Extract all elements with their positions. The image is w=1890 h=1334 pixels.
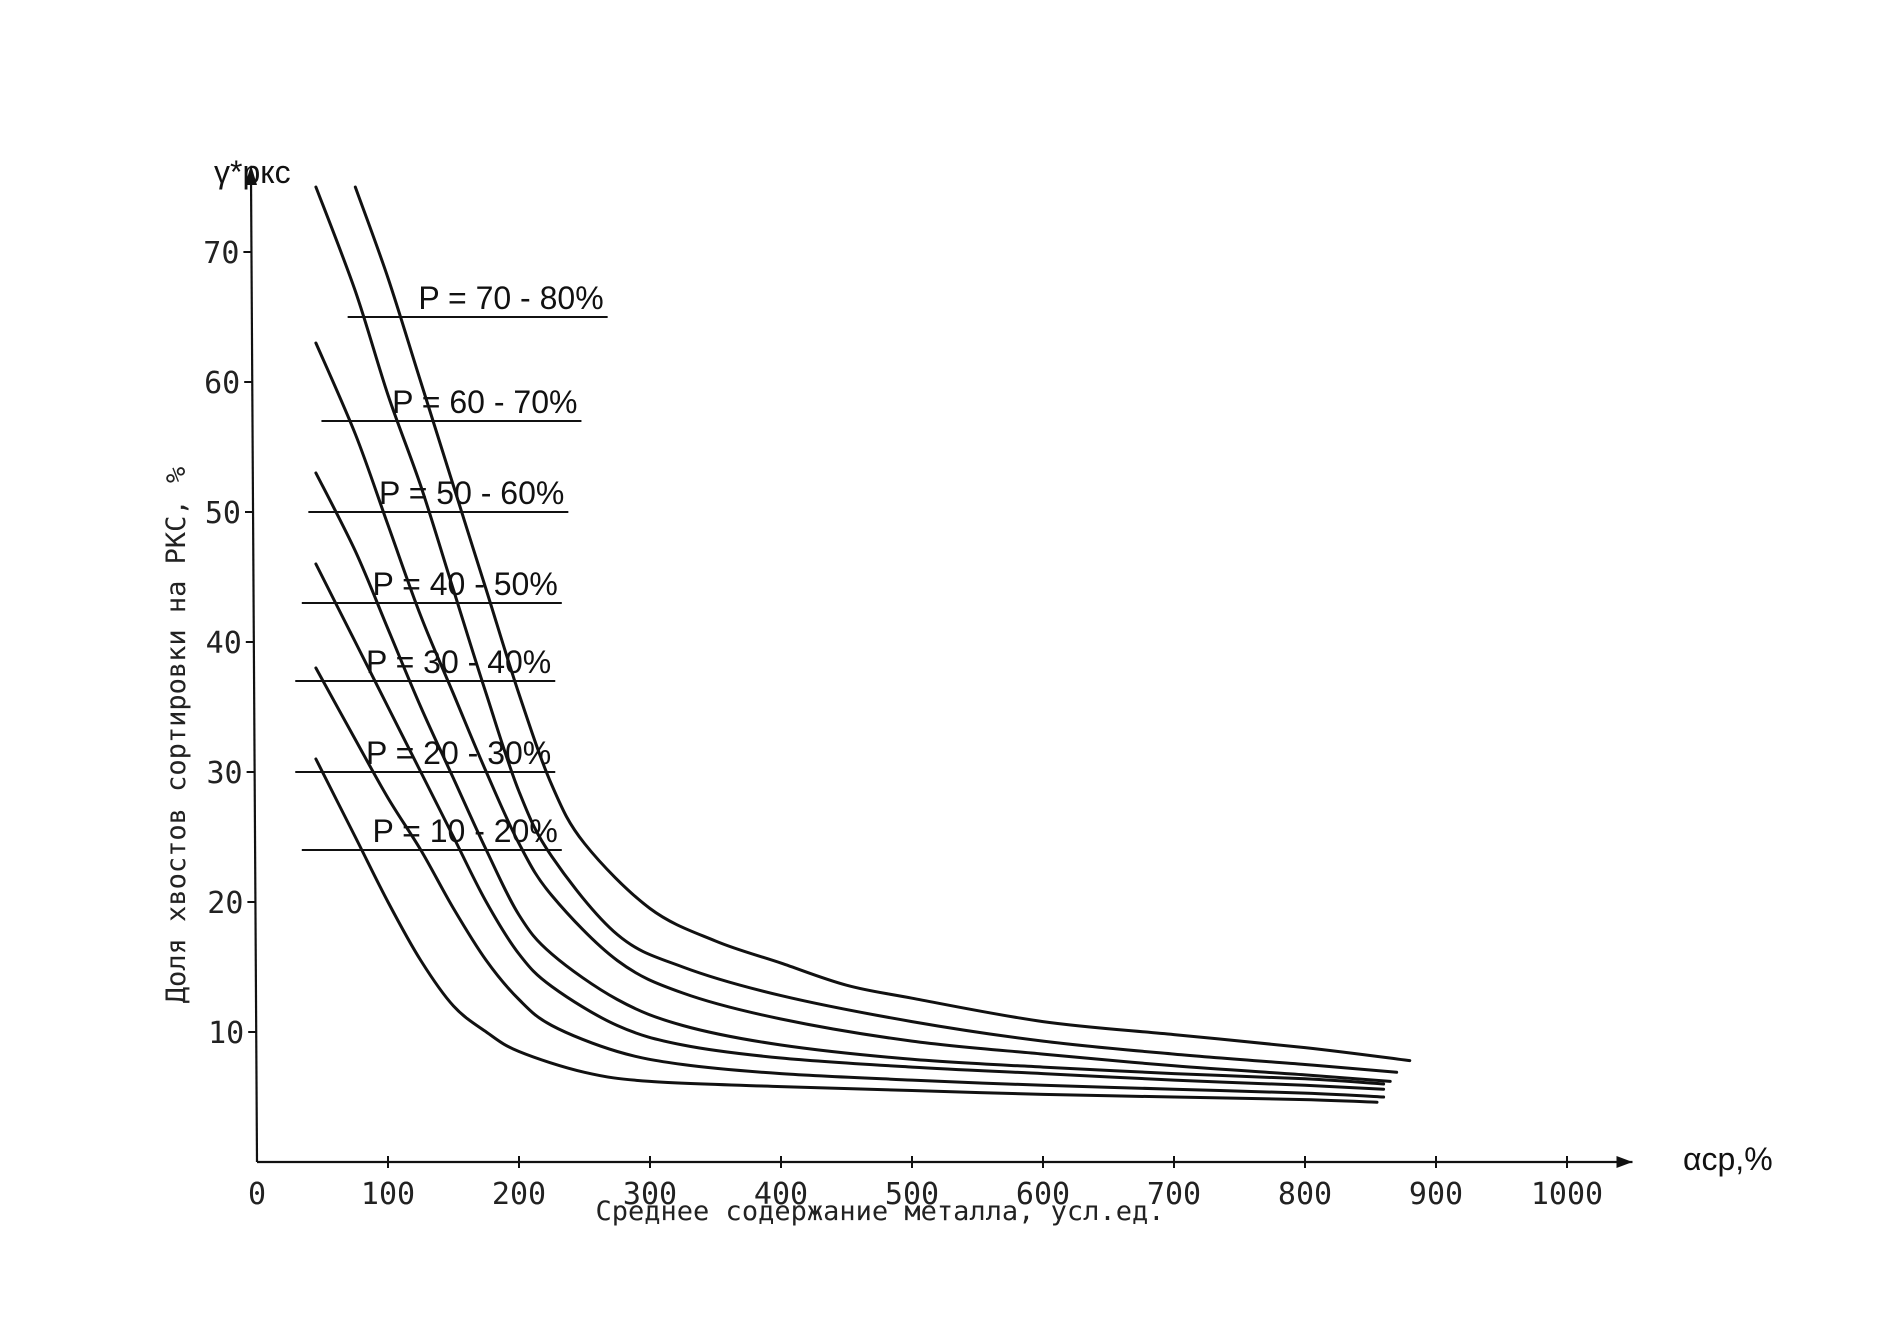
series-label-3: P = 50 - 60%	[379, 475, 564, 511]
y-tick-label: 50	[205, 496, 241, 531]
x-tick-label: 100	[361, 1177, 415, 1212]
x-tick-label: 300	[623, 1177, 677, 1212]
y-axis	[249, 176, 259, 1163]
axes	[245, 165, 1633, 1168]
series-label-5: P = 30 - 40%	[366, 644, 551, 680]
y-axis-title: Доля хвостов сортировки на РКС, %	[161, 467, 192, 1003]
series-curve-6	[314, 666, 1386, 1099]
series-curve-3	[314, 341, 1392, 1083]
y-tick-label: 70	[203, 236, 239, 271]
x-tick-label: 800	[1278, 1177, 1332, 1212]
series-curve-5	[314, 562, 1386, 1091]
ticks: 0 100 200 300 400 500 600 700 800 900 1000 10 20 30 40…	[203, 236, 1603, 1212]
x-tick-label: 900	[1409, 1177, 1463, 1212]
series-label-1: P = 70 - 80%	[418, 280, 603, 316]
series-curve-2	[314, 185, 1399, 1074]
x-tick-label: 600	[1016, 1177, 1070, 1212]
x-tick-label: 500	[885, 1177, 939, 1212]
series-label-2: P = 60 - 70%	[392, 384, 577, 420]
series-labels: P = 70 - 80% P = 60 - 70% P = 50 - 60% P = …	[295, 280, 608, 851]
y-axis-arrow	[245, 165, 257, 185]
x-axis-arrow	[1616, 1156, 1633, 1168]
x-axis-unit: αср,%	[1683, 1141, 1773, 1177]
x-tick-label: 1000	[1531, 1177, 1603, 1212]
series-curve-7	[314, 757, 1379, 1104]
x-tick-label: 700	[1147, 1177, 1201, 1212]
y-tick-label: 40	[206, 626, 242, 661]
y-tick-label: 30	[206, 756, 242, 791]
series-label-6: P = 20 - 30%	[366, 735, 551, 771]
x-axis-title: Среднее содержание металла, усл.ед.	[596, 1196, 1165, 1227]
series-curve-4	[314, 471, 1386, 1086]
series-label-4: P = 40 - 50%	[372, 566, 557, 602]
x-tick-label: 400	[754, 1177, 808, 1212]
series-label-7: P = 10 - 20%	[372, 813, 557, 849]
series-curves	[314, 185, 1412, 1104]
series-curve-1	[353, 185, 1412, 1063]
y-tick-label: 60	[204, 366, 240, 401]
x-tick-label: 200	[492, 1177, 546, 1212]
y-tick-label: 20	[207, 886, 243, 921]
y-axis-unit: γ*ркс	[214, 154, 291, 190]
y-tick-label: 10	[208, 1016, 244, 1051]
x-tick-label: 0	[248, 1177, 266, 1212]
